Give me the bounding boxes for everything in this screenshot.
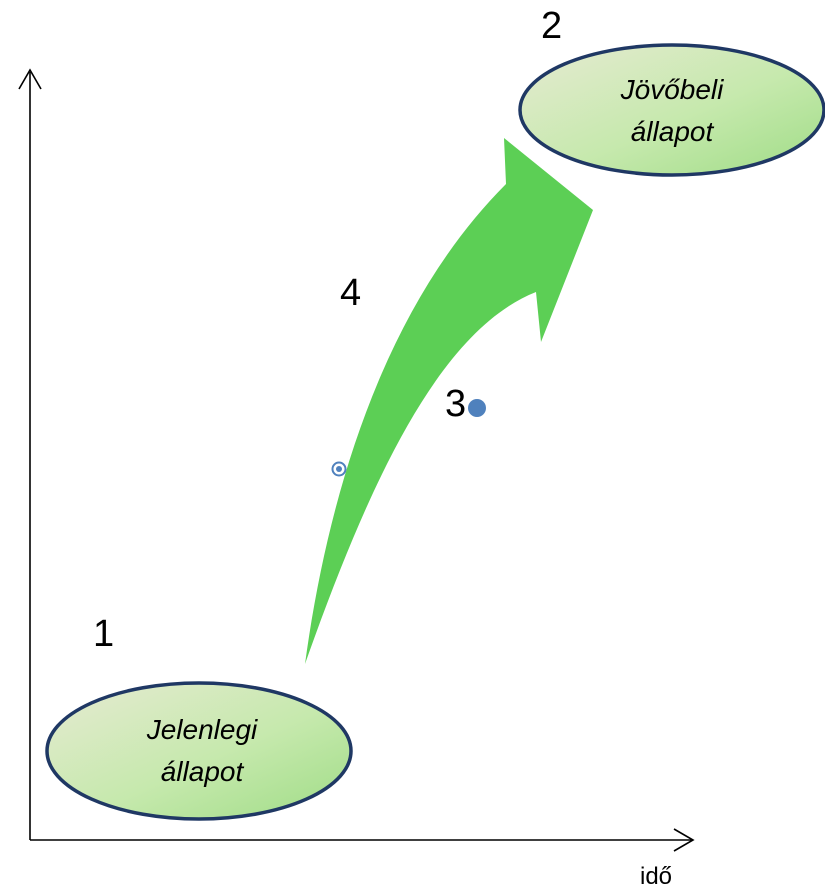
future-state-line2: állapot [631, 116, 715, 147]
x-axis [30, 828, 695, 852]
x-axis-label: idő [640, 863, 672, 890]
current-state-line1: Jelenlegi [146, 714, 258, 745]
point-3-dot [468, 399, 486, 417]
label-number-2: 2 [541, 5, 562, 47]
transition-arrow [305, 138, 593, 664]
y-axis [18, 68, 42, 840]
label-number-1: 1 [93, 613, 114, 655]
y-axis-arrowhead [18, 68, 42, 90]
current-state-line2: állapot [161, 756, 245, 787]
future-state-line1: Jövőbeli [620, 74, 725, 105]
future-state-node: Jövőbeli állapot [518, 43, 825, 177]
label-number-3: 3 [445, 383, 466, 425]
current-state-node: Jelenlegi állapot [45, 681, 353, 821]
label-number-4: 4 [340, 272, 361, 314]
x-axis-arrowhead [673, 828, 695, 852]
